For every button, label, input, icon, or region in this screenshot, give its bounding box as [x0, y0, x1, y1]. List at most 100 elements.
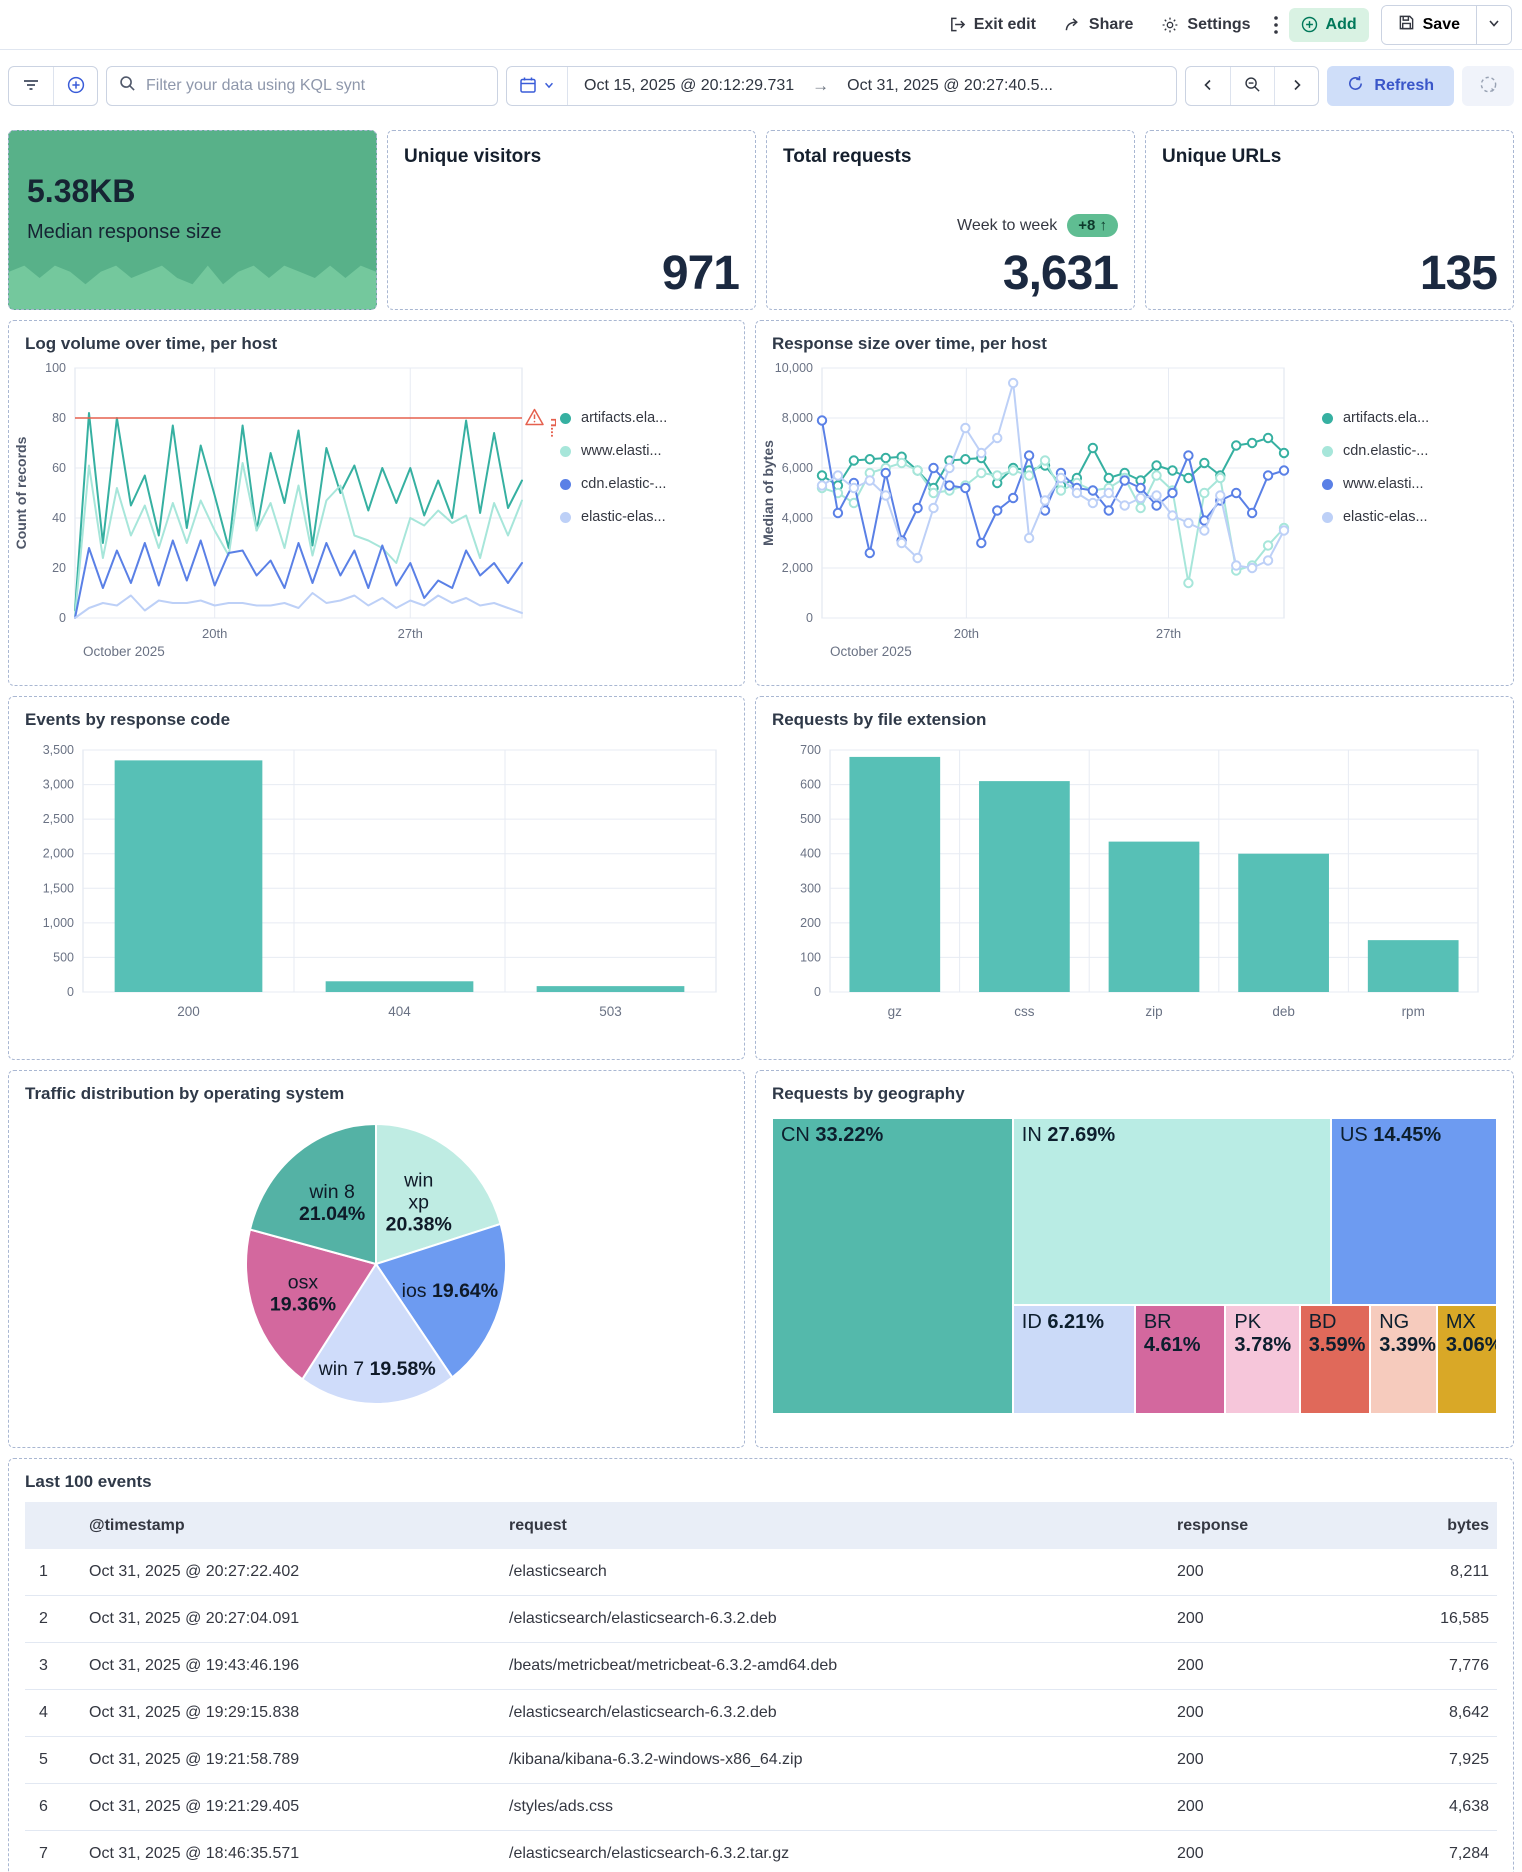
bar[interactable] [1367, 940, 1459, 992]
panel-title: Last 100 events [25, 1472, 152, 1491]
save-button[interactable]: Save [1381, 5, 1476, 44]
table-cell-request: /styles/ads.css [509, 1784, 1177, 1831]
time-prev-button[interactable] [1186, 67, 1230, 105]
table-cell-timestamp: Oct 31, 2025 @ 18:46:35.571 [89, 1831, 509, 1872]
svg-text:500: 500 [800, 812, 821, 826]
log-volume-panel: Log volume over time, per host 0 20 40 60 80… [8, 320, 745, 686]
wow-delta-badge: +8 ↑ [1067, 214, 1118, 237]
treemap-tile-ID[interactable]: ID 6.21% [1012, 1304, 1135, 1414]
treemap-tile-US[interactable]: US 14.45% [1330, 1118, 1497, 1305]
legend-item[interactable]: cdn.elastic-... [560, 476, 718, 492]
svg-text:100: 100 [800, 950, 821, 964]
add-filter-button[interactable] [53, 67, 97, 105]
series-line[interactable] [820, 459, 1285, 584]
threshold-warning-icon[interactable] [525, 408, 544, 426]
add-button[interactable]: Add [1288, 7, 1369, 42]
share-button[interactable]: Share [1052, 8, 1145, 42]
series-line[interactable] [820, 419, 1285, 554]
table-cell-timestamp: Oct 31, 2025 @ 19:29:15.838 [89, 1690, 509, 1737]
svg-text:win 821.04%: win 8 21.04% [300, 1181, 366, 1225]
bar[interactable] [1238, 853, 1329, 992]
save-options-button[interactable] [1476, 5, 1511, 44]
legend-item[interactable]: elastic-elas... [560, 509, 718, 525]
svg-text:10,000: 10,000 [775, 361, 813, 375]
pie-slice-ios[interactable] [374, 1222, 508, 1379]
auto-refresh-button[interactable] [1462, 66, 1514, 106]
svg-text:0: 0 [67, 985, 74, 999]
legend-item[interactable]: elastic-elas... [1321, 509, 1480, 525]
bar[interactable] [536, 986, 685, 992]
series-line[interactable] [820, 437, 1285, 489]
bar[interactable] [849, 756, 941, 992]
svg-text:1,000: 1,000 [43, 916, 74, 930]
line-charts-row: Log volume over time, per host 0 20 40 60 80… [8, 320, 1514, 686]
exit-edit-button[interactable]: Exit edit [937, 8, 1048, 42]
table-header-response: response [1177, 1502, 1327, 1549]
treemap-tile-PK[interactable]: PK 3.78% [1225, 1304, 1300, 1414]
end-date-button[interactable]: Oct 31, 2025 @ 20:27:40.5... [847, 77, 1053, 94]
response-size-chart[interactable]: 0 2,000 4,000 6,000 8,000 10,000 20th 27th Octob… [758, 358, 1318, 666]
date-picker-button[interactable] [507, 67, 568, 105]
treemap-tile-NG[interactable]: NG 3.39% [1370, 1304, 1437, 1414]
panel-title: Response size over time, per host [771, 334, 1047, 353]
total-requests-tile[interactable]: Total requests Week to week +8 ↑ 3,631 [766, 130, 1135, 310]
bar[interactable] [114, 760, 263, 992]
bar[interactable] [978, 781, 1070, 992]
series-line[interactable] [820, 382, 1285, 569]
pie-slice-win-xp[interactable] [375, 1122, 503, 1266]
time-next-button[interactable] [1274, 67, 1318, 105]
file-extension-chart[interactable]: 0 100 200 300 400 500 600 700 gz css zip deb rpm [760, 738, 1490, 1038]
settings-button[interactable]: Settings [1149, 8, 1262, 42]
unique-visitors-tile[interactable]: Unique visitors 971 [387, 130, 756, 310]
series-line[interactable] [74, 462, 523, 617]
median-response-tile[interactable]: 5.38KB Median response size [8, 130, 377, 310]
search-icon [119, 75, 136, 97]
plus-circle-icon [1301, 16, 1318, 33]
unique-urls-tile[interactable]: Unique URLs 135 [1145, 130, 1514, 310]
treemap-tile-BD[interactable]: BD 3.59% [1299, 1304, 1371, 1414]
pie-slice-osx[interactable] [245, 1228, 379, 1381]
week-to-week: Week to week +8 ↑ [957, 214, 1118, 237]
table-cell-timestamp: Oct 31, 2025 @ 20:27:22.402 [89, 1549, 509, 1596]
events-by-code-chart[interactable]: 0 500 1,000 1,500 2,000 2,500 3,000 3,500 200 404… [13, 738, 728, 1038]
panel-title: Requests by file extension [771, 710, 987, 729]
table-cell-response: 200 [1177, 1549, 1327, 1596]
legend-item[interactable]: artifacts.ela... [560, 410, 718, 426]
table-cell-request: /elasticsearch [509, 1549, 1177, 1596]
treemap-tile-MX[interactable]: MX 3.06% [1436, 1304, 1497, 1414]
svg-text:600: 600 [800, 778, 821, 792]
kql-search-input[interactable] [146, 77, 485, 95]
pie-slice-win-7[interactable] [301, 1262, 455, 1406]
log-volume-chart[interactable]: 0 20 40 60 80 100 20th 27th October 2025 Count of… [11, 358, 556, 666]
time-zoom-out-button[interactable] [1230, 67, 1274, 105]
refresh-button[interactable]: Refresh [1327, 66, 1454, 106]
bar-charts-row: Events by response code 0 500 1,000 1,500 2,… [8, 696, 1514, 1060]
legend-item[interactable]: www.elasti... [1321, 476, 1480, 492]
panel-title: Requests by geography [771, 1084, 965, 1103]
treemap-tile-IN[interactable]: IN 27.69% [1012, 1118, 1331, 1305]
filter-menu-button[interactable] [9, 67, 53, 105]
legend-item[interactable]: artifacts.ela... [1321, 410, 1480, 426]
table-cell-request: /kibana/kibana-6.3.2-windows-x86_64.zip [509, 1737, 1177, 1784]
date-range-control: Oct 15, 2025 @ 20:12:29.731 → Oct 31, 20… [506, 66, 1178, 106]
treemap-tile-CN[interactable]: CN 33.22% [771, 1118, 1013, 1414]
start-date-button[interactable]: Oct 15, 2025 @ 20:12:29.731 [584, 77, 795, 94]
legend-item[interactable]: cdn.elastic-... [1321, 443, 1480, 459]
svg-text:20th: 20th [202, 626, 227, 641]
bar[interactable] [1108, 841, 1200, 992]
bar[interactable] [325, 981, 474, 992]
series-line[interactable] [74, 592, 523, 619]
pie-slice-win-8[interactable] [249, 1122, 378, 1266]
series-line[interactable] [74, 412, 523, 612]
table-row-number: 6 [25, 1784, 89, 1831]
table-cell-request: /elasticsearch/elasticsearch-6.3.2.deb [509, 1596, 1177, 1643]
legend-item[interactable]: www.elasti... [560, 443, 718, 459]
table-header-timestamp: @timestamp [89, 1502, 509, 1549]
os-pie-chart[interactable]: win xp 20.38% ios 19.64% win 7 19.58% osx 19.3… [141, 1112, 611, 1420]
table-cell-response: 200 [1177, 1737, 1327, 1784]
treemap-tile-BR[interactable]: BR 4.61% [1134, 1304, 1226, 1414]
legend-dot [560, 445, 571, 457]
more-menu-button[interactable] [1267, 7, 1285, 43]
series-line[interactable] [74, 539, 523, 619]
